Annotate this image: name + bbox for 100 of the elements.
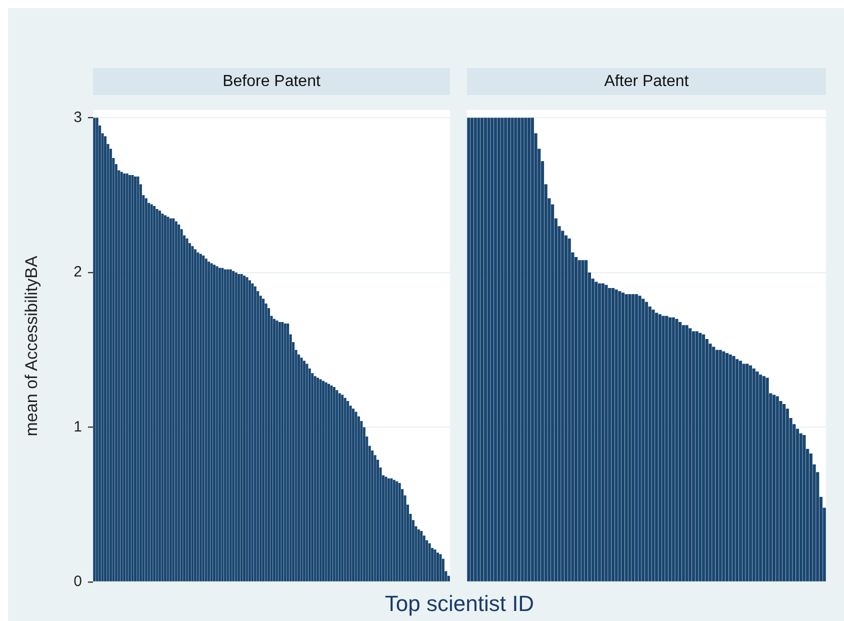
bar <box>199 254 202 582</box>
x-axis-title: Top scientist ID <box>384 591 536 617</box>
bar <box>316 378 320 582</box>
bar <box>246 277 248 582</box>
bar <box>324 382 328 582</box>
bar <box>308 368 311 582</box>
bar <box>474 118 477 582</box>
bar <box>352 408 355 582</box>
chart-title: Before Patent <box>93 68 450 95</box>
bar <box>614 290 618 582</box>
bar <box>158 210 162 582</box>
y-axis-title: mean of AccessibilityBA <box>22 255 41 436</box>
bar <box>194 249 196 582</box>
bar <box>341 394 344 582</box>
bar <box>742 364 746 582</box>
bar <box>286 324 290 582</box>
bar <box>276 320 278 582</box>
bar <box>638 296 642 582</box>
bar <box>264 303 268 582</box>
bar <box>632 294 635 582</box>
bar <box>322 380 325 582</box>
y-tick-label: 1 <box>74 418 82 436</box>
bar <box>300 358 303 582</box>
bar <box>314 376 316 582</box>
bar <box>434 550 436 582</box>
bar <box>799 433 802 582</box>
bar <box>598 283 602 582</box>
y-tick-label: 2 <box>74 264 82 281</box>
bar <box>712 346 716 582</box>
bar <box>254 286 256 582</box>
bar <box>431 548 434 582</box>
bar <box>319 379 322 582</box>
bar <box>384 476 388 582</box>
bar <box>662 316 665 582</box>
bar <box>242 276 246 582</box>
bar <box>420 530 423 582</box>
bar <box>204 258 208 582</box>
bar <box>477 118 480 582</box>
bar <box>644 302 648 582</box>
bar <box>123 173 126 582</box>
bar <box>186 238 188 582</box>
bar <box>172 218 175 582</box>
bar <box>281 322 284 582</box>
bar <box>131 174 134 582</box>
bar <box>692 331 696 582</box>
bar <box>357 416 360 582</box>
bar <box>766 378 769 582</box>
bar <box>725 352 729 582</box>
bar <box>174 221 178 582</box>
bar <box>178 224 180 582</box>
bar <box>417 529 420 582</box>
bar <box>398 482 401 582</box>
bar <box>507 118 510 582</box>
bar <box>428 543 431 582</box>
bar <box>642 298 645 582</box>
bar <box>336 390 338 582</box>
bar <box>752 368 756 582</box>
bar <box>672 317 675 582</box>
bar <box>390 478 393 582</box>
bar <box>762 376 766 582</box>
bar <box>678 322 682 582</box>
bar <box>213 264 216 582</box>
bar <box>208 262 210 582</box>
bar <box>330 385 333 582</box>
bar <box>628 294 632 582</box>
bar <box>608 288 612 582</box>
bar <box>467 118 470 582</box>
bar <box>128 174 132 582</box>
bar <box>756 372 759 582</box>
bar <box>695 331 698 582</box>
bar <box>494 118 498 582</box>
bar <box>439 554 442 582</box>
bar <box>436 552 439 582</box>
bar <box>624 294 628 582</box>
bar <box>202 255 205 582</box>
bar <box>802 434 806 582</box>
bar <box>218 268 221 582</box>
bar <box>164 215 166 582</box>
bar <box>306 364 308 582</box>
bar <box>248 280 251 582</box>
bar <box>618 291 622 582</box>
bar <box>332 387 336 582</box>
bar <box>746 364 749 582</box>
bar <box>240 274 243 582</box>
bar <box>732 356 736 582</box>
bar <box>216 266 218 582</box>
bar <box>144 198 148 582</box>
bar <box>652 310 655 582</box>
bar <box>234 272 238 582</box>
bar <box>153 206 156 582</box>
bar <box>470 118 474 582</box>
bar <box>480 118 484 582</box>
bar <box>338 393 341 582</box>
bar <box>738 360 742 582</box>
bar <box>96 118 98 582</box>
y-tick-label: 3 <box>74 108 82 126</box>
bar <box>166 216 170 582</box>
bar <box>528 118 531 582</box>
bar <box>675 318 678 582</box>
bar <box>196 252 200 582</box>
